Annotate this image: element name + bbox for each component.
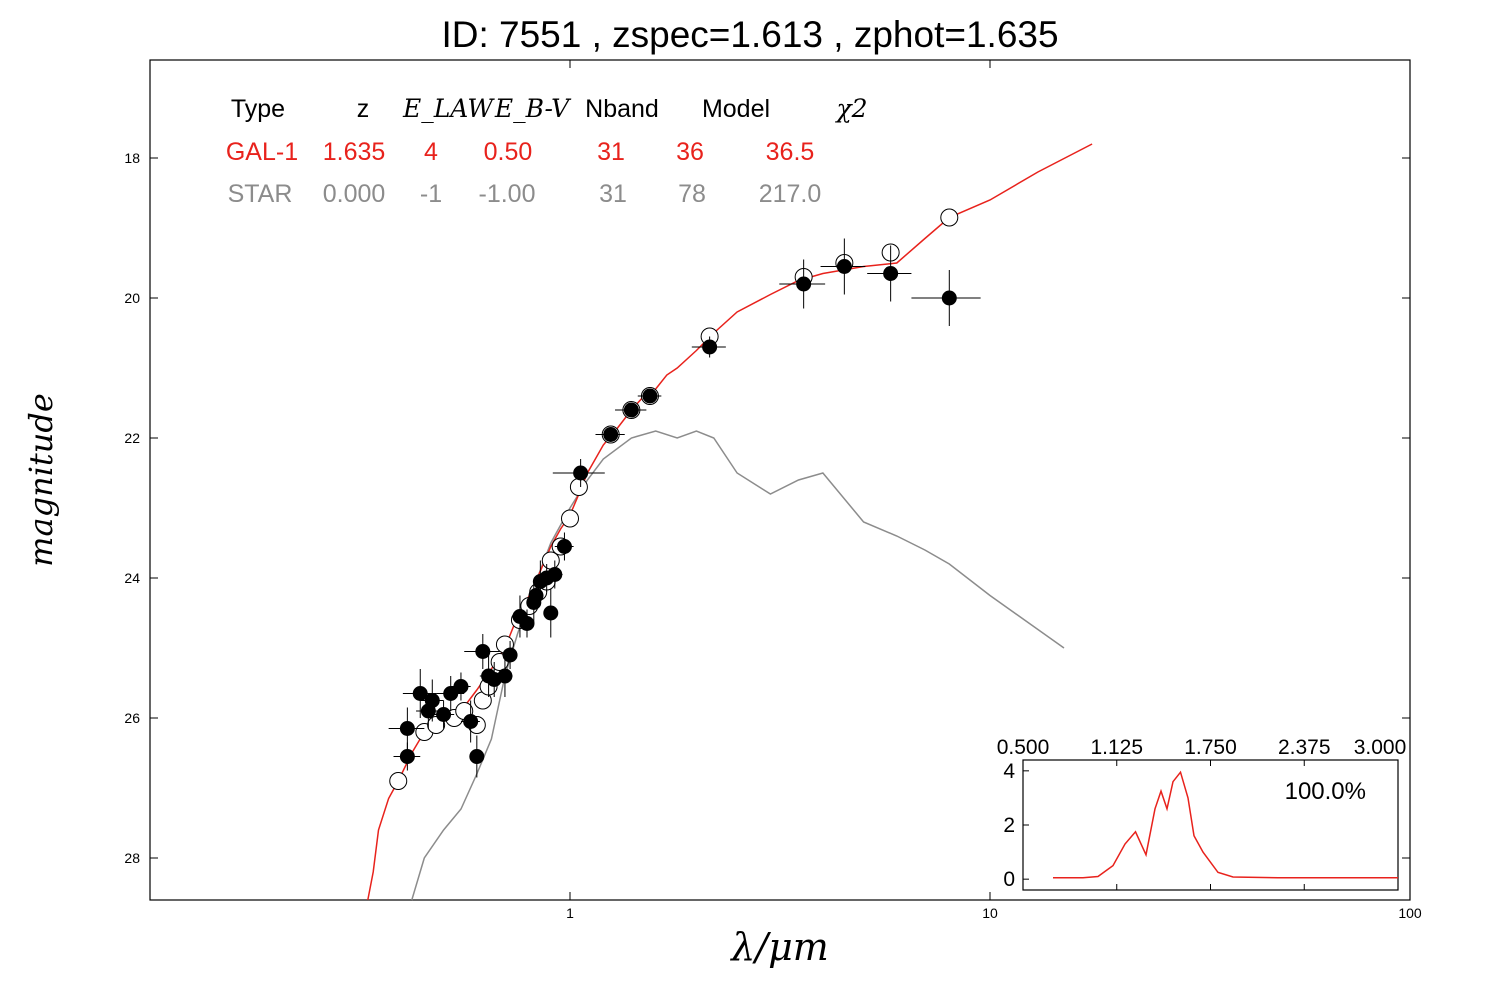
observed-photometry-point	[543, 605, 559, 621]
fit-table-cell: 217.0	[759, 180, 822, 208]
observed-photometry-point	[836, 259, 852, 274]
model-photometry-point	[940, 208, 959, 227]
inset-x-tick-label: 1.125	[1090, 736, 1143, 759]
fit-table-header: E_B-V	[494, 94, 572, 123]
observed-photometry-point	[399, 749, 415, 764]
observed-photometry-point	[497, 668, 513, 684]
photometry-layer	[388, 208, 981, 790]
galaxy-model-curve	[367, 143, 1093, 901]
inset-x-tick-label: 2.375	[1278, 736, 1331, 759]
observed-photometry-point	[436, 707, 452, 722]
plot-frame	[149, 59, 1411, 901]
observed-photometry-point	[883, 266, 899, 281]
inset-annotation: 100.0%	[1285, 778, 1366, 805]
observed-photometry-point	[573, 465, 589, 481]
observed-photometry-point	[528, 588, 544, 603]
inset-y-tick-label: 2	[1003, 814, 1015, 837]
model-photometry-point	[569, 478, 588, 496]
observed-photometry-point	[603, 427, 619, 442]
pdz-curve	[1053, 770, 1398, 879]
observed-photometry-point	[623, 402, 639, 418]
fit-table-cell: 36.5	[766, 138, 815, 166]
model-photometry-point	[561, 509, 579, 528]
observed-photometry-point	[547, 567, 563, 582]
pdz-inset: 100.0% 0.500 1.125 1.750 2.375 3.000 0 2 4	[997, 736, 1407, 891]
fit-table-cell: 31	[597, 138, 625, 166]
y-tick-label: 26	[124, 710, 140, 726]
inset-y-tick-label: 4	[1003, 760, 1015, 783]
inset-y-tick-label: 0	[1003, 868, 1015, 891]
fit-table-cell: 78	[678, 180, 706, 208]
observed-photometry-point	[796, 276, 812, 292]
y-axis-label: magnitude	[22, 393, 60, 567]
observed-photometry-point	[556, 539, 572, 554]
fit-table-cell: -1	[420, 180, 442, 208]
observed-photometry-point	[412, 686, 428, 701]
observed-photometry-point	[519, 616, 535, 631]
fit-table-cell: 0.50	[484, 138, 533, 166]
observed-photometry-point	[469, 749, 485, 764]
observed-photometry-point	[453, 679, 469, 694]
observed-photometry-point	[399, 721, 415, 736]
fit-table-header: χ2	[834, 94, 867, 123]
galaxy-model-layer	[367, 143, 1093, 901]
fit-table-cell: 31	[599, 180, 627, 208]
fit-table-header: Type	[231, 95, 285, 123]
fit-table-header: Nband	[585, 95, 659, 123]
model-photometry-point	[389, 772, 408, 790]
observed-photometry-point	[702, 339, 718, 355]
fit-table-cell: 1.635	[323, 138, 386, 166]
x-axis-label: λ/μm	[729, 925, 829, 969]
inset-x-tick-label: 0.500	[997, 736, 1050, 759]
fit-table-header: z	[357, 95, 370, 123]
inset-x-tick-label: 3.000	[1354, 736, 1407, 759]
y-tick-label: 20	[124, 290, 140, 306]
fit-table-cell: 4	[424, 138, 438, 166]
y-tick-label: 24	[124, 570, 140, 586]
fit-table-cell: STAR	[228, 180, 293, 208]
fit-table: Type z E_LAW E_B-V Nband Model χ2 GAL-1 1.635 4 0.…	[226, 94, 868, 208]
observed-photometry-point	[642, 388, 658, 404]
y-tick-label: 28	[124, 850, 140, 866]
x-tick-label: 1	[566, 905, 574, 921]
x-tick-label: 10	[982, 905, 998, 921]
observed-photometry-point	[475, 644, 491, 659]
observed-photometry-point	[424, 693, 440, 708]
fit-table-cell: GAL-1	[226, 138, 298, 166]
chart-title: ID: 7551 , zspec=1.613 , zphot=1.635	[441, 14, 1059, 55]
fit-table-header: E_LAW	[402, 94, 495, 123]
y-tick-label: 22	[124, 430, 140, 446]
observed-photometry-point	[941, 290, 957, 306]
y-tick-label: 18	[124, 150, 140, 166]
observed-photometry-point	[463, 714, 479, 729]
x-tick-label: 100	[1398, 905, 1422, 921]
fit-table-cell: -1.00	[479, 180, 536, 208]
observed-photometry-point	[502, 647, 518, 663]
fit-table-cell: 36	[676, 138, 704, 166]
fit-table-header: Model	[702, 95, 770, 123]
inset-x-tick-label: 1.750	[1184, 736, 1237, 759]
fit-table-cell: 0.000	[323, 180, 386, 208]
inset-frame	[1022, 759, 1399, 891]
